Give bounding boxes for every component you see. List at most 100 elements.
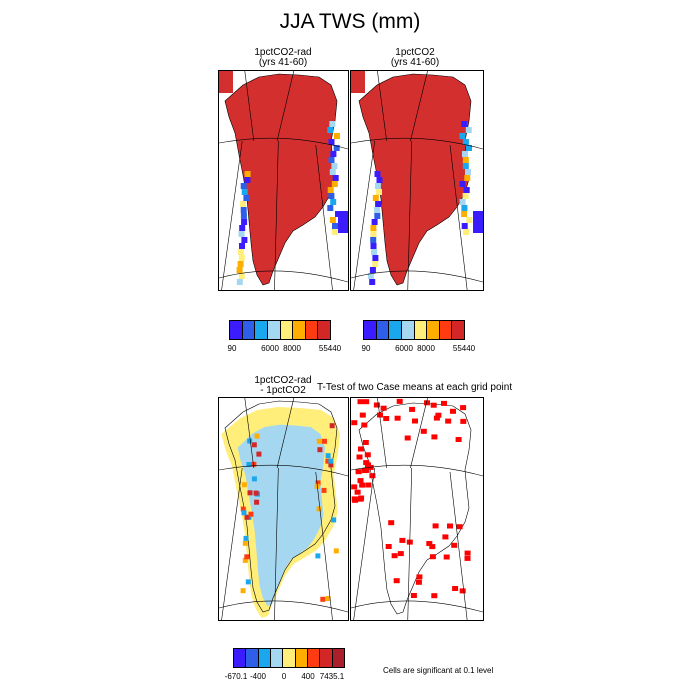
panel1-tick-0: 90 (227, 344, 237, 353)
panel1-coast-cell (327, 187, 334, 193)
panel1-coast-cell (329, 121, 336, 127)
panel3-edge-cell (242, 540, 248, 546)
panel1-gridlines (219, 71, 348, 290)
panel1-coast-cell (327, 127, 334, 133)
panel4-sig-cell (464, 550, 471, 556)
panel2-tick-0: 90 (361, 344, 371, 353)
panel2-coast-cell (466, 145, 472, 151)
panel4-sig-cell (441, 400, 447, 406)
panel4-sig-cell (435, 412, 442, 418)
panel1-map-plot (219, 71, 348, 290)
panel1-meridian-north (244, 71, 255, 142)
panel3-edge-cell (254, 433, 260, 439)
panel4-sig-cell (367, 464, 374, 470)
panel4-sig-cell (364, 452, 371, 458)
panel3-gridlines (219, 398, 348, 620)
significance-note: Cells are significant at 0.1 level (383, 666, 494, 675)
panel3-colorbar-swatch-0 (233, 648, 247, 668)
panel2-colorbar-swatch-3 (400, 320, 415, 340)
panel2-coast-cell (461, 211, 468, 217)
panel4-parallel-60 (351, 600, 483, 613)
panel4-parallel-70 (351, 464, 483, 477)
panel1-meridian-40 (274, 140, 279, 290)
panel2-colorbar-swatch-0 (363, 320, 377, 340)
panel4-meridian-north2 (410, 398, 428, 469)
panel2-coast-cell (376, 189, 382, 195)
panel3-edge-cell (251, 461, 257, 467)
panel1-colorbar-swatch-5 (292, 320, 306, 340)
panel2-coast-cell (463, 229, 470, 235)
panel1-coast-cell (328, 193, 335, 199)
panel3-edge-cell (256, 451, 262, 457)
panel3-tick-4: 7435.1 (319, 672, 345, 681)
panel4-sig-cell (431, 434, 438, 440)
panel2-coast-cell (462, 139, 469, 145)
panel1-coast-cell (240, 213, 247, 219)
panel1-colorbar-swatch-4 (279, 320, 294, 340)
panel2-coast-cell (461, 121, 468, 127)
panel2-coast-cell (376, 177, 383, 183)
panel2-map (350, 70, 484, 291)
panel3-edge-cell (331, 517, 337, 523)
panel2-colorbar-swatch-4 (413, 320, 428, 340)
panel1-colorbar-swatch-6 (304, 320, 319, 340)
panel3-edge-cell (328, 462, 334, 468)
panel4-sig-cell (409, 406, 416, 412)
panel2-coast-cell (462, 151, 468, 157)
panel3-parallel-70 (219, 464, 348, 477)
panel3-edge-cell (317, 447, 323, 453)
panel1-colorbar-swatch-7 (317, 320, 331, 340)
panel1-coast-cell (239, 225, 246, 231)
panel4-sig-cell (431, 593, 438, 599)
panel1-tick-2: 8000 (283, 344, 301, 353)
panel1-coast-cell (241, 237, 248, 243)
panel3-edge-cell (315, 553, 321, 559)
panel2-coast-cells (367, 121, 473, 285)
panel4-sig-cell (460, 405, 467, 411)
panel3-title-line1: 1pctCO2-rad (254, 375, 312, 386)
panel4-map-plot (351, 398, 483, 620)
panel4-sig-cell (460, 418, 467, 424)
panel3-meridian-north (244, 398, 255, 469)
panel4-meridian-40 (407, 467, 413, 620)
panel2-coast-cell (374, 207, 381, 213)
panel1-coast-cell (241, 189, 248, 195)
panel4-sig-cell (373, 402, 380, 408)
panel1-coast-cell (329, 169, 336, 175)
panel2-meridian-north (377, 71, 387, 142)
panel4-sig-cell (357, 478, 364, 484)
panel1-coast-cell (243, 195, 250, 201)
panel3-edge-cell (325, 458, 331, 464)
panel2-coast-cell (374, 183, 381, 189)
panel2-coast-cell (370, 243, 377, 249)
panel2-coast-cell (375, 201, 382, 207)
panel2-colorbar-swatch-1 (375, 320, 390, 340)
panel1-coast-cell (330, 199, 337, 205)
panel3-edge-cell (320, 596, 326, 602)
panel2-tick-3: 55440 (452, 344, 476, 353)
figure-title: JJA TWS (mm) (279, 10, 421, 33)
panel2-tick-1: 6000 (395, 344, 413, 353)
panel4-sig-cell (359, 482, 366, 488)
panel3-edge-cell (244, 514, 250, 520)
panel3-edge-cell (244, 554, 250, 560)
panel1-tick-1: 6000 (261, 344, 279, 353)
panel1-coast-cells (236, 121, 341, 285)
panel2-coast-cell (462, 193, 469, 199)
panel4-sig-cell (365, 482, 372, 488)
panel2-coast-cell (461, 223, 468, 229)
panel1-coast-cell (327, 205, 334, 211)
panel1-coast-cell (239, 243, 245, 249)
panel1-meridian-20 (315, 144, 333, 290)
panel4-sig-cell (357, 496, 364, 502)
panel4-sig-cell (362, 440, 369, 445)
panel2-coast-cell (371, 219, 378, 225)
panel3-edge-cell (328, 458, 334, 464)
panel4-sig-cell (355, 469, 362, 475)
panel3-tick-0: -670.1 (224, 672, 248, 681)
panel4-sig-cell (432, 523, 439, 529)
panel1-parallel-60 (219, 270, 348, 283)
panel2-coast-cell (370, 237, 377, 243)
panel3-edge-cell (246, 462, 252, 467)
panel2-meridian-40 (407, 140, 413, 290)
